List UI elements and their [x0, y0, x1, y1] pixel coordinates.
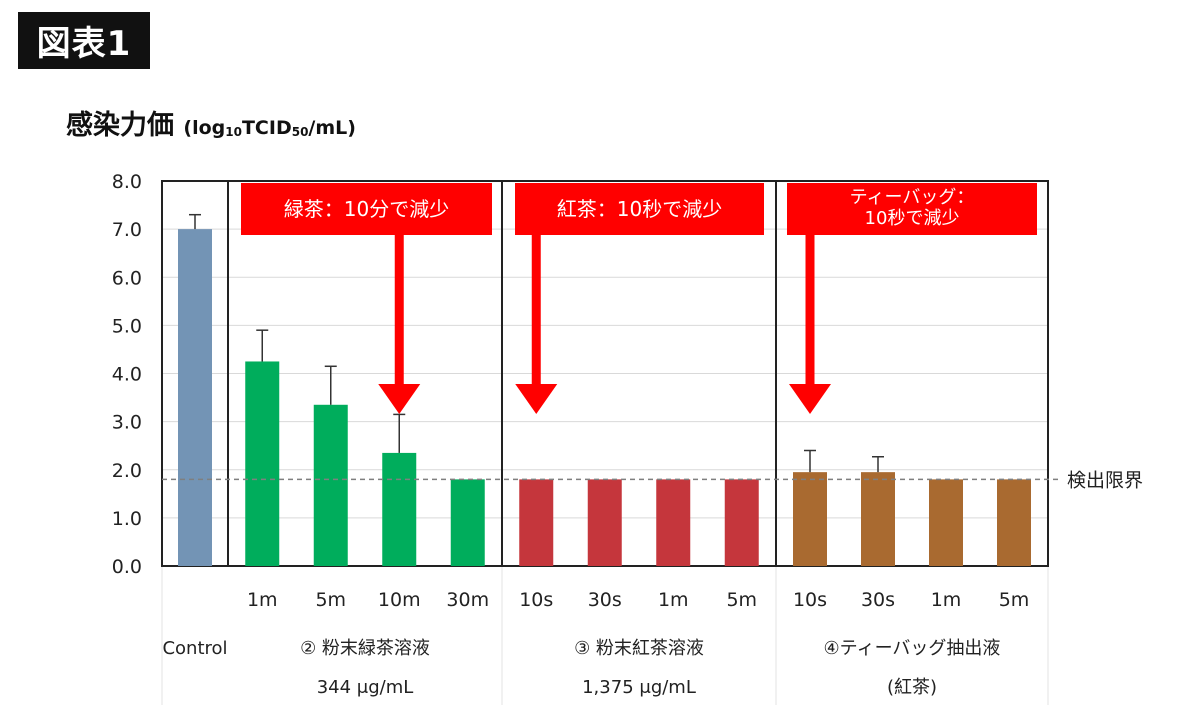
- bar: [313, 404, 348, 566]
- callout-arrow-head: [515, 384, 558, 414]
- callout-text: ティーバッグ：: [850, 187, 975, 208]
- bar: [382, 452, 417, 566]
- x-tick-label: 5m: [726, 589, 757, 611]
- callout-arrow-head: [378, 384, 421, 414]
- callout-arrow-shaft: [531, 235, 541, 384]
- x-tick-label: 10m: [378, 589, 421, 611]
- unit-close: /mL): [308, 117, 356, 139]
- x-tick-label: 1m: [247, 589, 278, 611]
- group-label: ② 粉末緑茶溶液: [300, 638, 430, 659]
- bar: [793, 472, 827, 566]
- y-tick-label: 1.0: [112, 508, 142, 530]
- bar: [656, 479, 691, 566]
- bar: [519, 479, 554, 566]
- bar: [245, 361, 280, 566]
- bar: [997, 479, 1031, 566]
- unit-sub-50: 50: [291, 125, 309, 139]
- callout-text: 10秒で減少: [865, 208, 960, 229]
- bar: [724, 479, 759, 566]
- y-tick-label: 0.0: [112, 556, 142, 578]
- callout-box: [241, 183, 492, 235]
- unit-sub-10: 10: [225, 125, 242, 139]
- callout-text: 緑茶：10分で減少: [284, 197, 449, 221]
- y-axis-title-main: 感染力価: [66, 110, 174, 141]
- unit-mid: TCID: [241, 117, 292, 139]
- bar: [861, 472, 895, 566]
- y-tick-label: 5.0: [112, 315, 142, 337]
- bar: [929, 479, 963, 566]
- x-tick-label: 10s: [519, 589, 553, 611]
- y-tick-label: 6.0: [112, 267, 142, 289]
- figure-label: 図表1: [18, 12, 150, 69]
- group-sublabel: 1,375 μg/mL: [582, 677, 696, 698]
- x-tick-label: 30s: [588, 589, 622, 611]
- group-label: Control: [162, 638, 227, 659]
- group-frame: [775, 180, 1049, 567]
- x-tick-label: 1m: [931, 589, 962, 611]
- callout-arrow-shaft: [394, 235, 404, 384]
- y-tick-label: 4.0: [112, 364, 142, 386]
- y-tick-label: 2.0: [112, 460, 142, 482]
- group-sublabel: 344 μg/mL: [317, 677, 414, 698]
- x-tick-label: 5m: [999, 589, 1030, 611]
- group-label: ③ 粉末紅茶溶液: [574, 638, 704, 659]
- x-tick-label: 10s: [793, 589, 827, 611]
- callout-box: [787, 183, 1037, 235]
- group-sublabel: (紅茶): [887, 677, 937, 698]
- callout-box: [515, 183, 764, 235]
- x-tick-label: 1m: [658, 589, 689, 611]
- callout-arrow-shaft: [805, 235, 815, 384]
- callout-arrow-head: [789, 384, 831, 414]
- x-tick-label: 5m: [315, 589, 346, 611]
- y-axis-unit: (log10TCID50/mL): [183, 117, 356, 139]
- detection-limit-label: 検出限界: [1067, 469, 1143, 491]
- bar: [178, 229, 212, 566]
- group-label: ④ティーバッグ抽出液: [824, 638, 1001, 659]
- bar: [450, 479, 485, 566]
- callout-text: 紅茶：10秒で減少: [557, 197, 722, 221]
- y-tick-label: 8.0: [112, 171, 142, 193]
- bar: [587, 479, 622, 566]
- x-tick-label: 30m: [446, 589, 489, 611]
- y-tick-label: 3.0: [112, 412, 142, 434]
- y-axis-title: 感染力価 (log10TCID50/mL): [66, 103, 356, 142]
- y-tick-label: 7.0: [112, 219, 142, 241]
- unit-open: (log: [183, 117, 226, 139]
- x-tick-label: 30s: [861, 589, 895, 611]
